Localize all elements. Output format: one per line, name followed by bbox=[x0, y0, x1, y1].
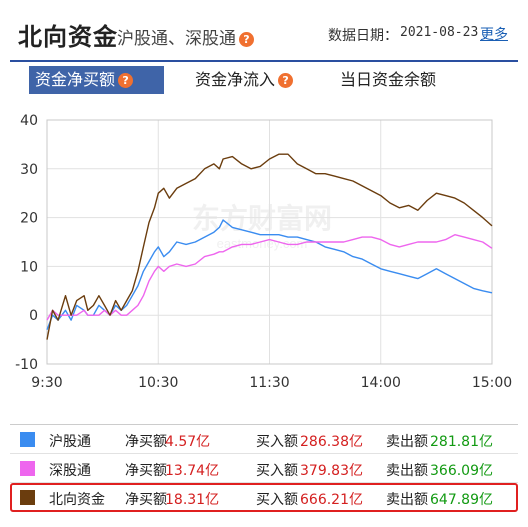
legend-name: 北向资金 bbox=[49, 492, 105, 508]
watermark: 东方财富网 eastmoney.com bbox=[192, 202, 332, 251]
x-tick-label: 9:30 bbox=[31, 375, 62, 391]
sell-label: 卖出额 bbox=[386, 463, 428, 479]
x-tick-label: 14:00 bbox=[361, 375, 401, 391]
x-tick-label: 11:30 bbox=[249, 375, 289, 391]
legend-row-sz: 深股通 净买额 13.74亿 买入额 379.83亿 卖出额 366.09亿 bbox=[10, 454, 518, 483]
x-tick-label: 15:00 bbox=[472, 375, 512, 391]
series-line-1 bbox=[46, 219, 493, 331]
net-label: 净买额 bbox=[125, 492, 167, 508]
tab-net-inflow-label: 资金净流入 bbox=[195, 70, 276, 89]
tab-daily-balance[interactable]: 当日资金余额 bbox=[334, 66, 442, 94]
legend-swatch-sh bbox=[20, 432, 35, 447]
watermark-cn: 东方财富网 bbox=[192, 202, 332, 234]
header-subtitle-text: 沪股通、深股通 bbox=[117, 29, 236, 49]
sell-value: 281.81亿 bbox=[430, 434, 493, 450]
help-icon[interactable]: ? bbox=[118, 73, 134, 88]
net-value: 13.74亿 bbox=[165, 463, 220, 479]
y-tick-label: 20 bbox=[20, 211, 38, 227]
series-line-3 bbox=[46, 153, 493, 340]
tab-bar: 资金净买额? 资金净流入? 当日资金余额 bbox=[0, 66, 528, 100]
help-icon[interactable]: ? bbox=[239, 31, 254, 47]
sell-value: 647.89亿 bbox=[430, 492, 493, 508]
legend-table: 沪股通 净买额 4.57亿 买入额 286.38亿 卖出额 281.81亿 深股… bbox=[10, 424, 518, 512]
buy-label: 买入额 bbox=[256, 492, 298, 508]
net-value: 4.57亿 bbox=[165, 434, 211, 450]
y-tick-label: 10 bbox=[20, 259, 38, 275]
legend-swatch-north bbox=[20, 490, 35, 505]
line-chart: 东方财富网 eastmoney.com 40 30 20 10 0 -10 9:30 10:3… bbox=[15, 113, 512, 391]
legend-row-sh: 沪股通 净买额 4.57亿 买入额 286.38亿 卖出额 281.81亿 bbox=[10, 425, 518, 454]
sell-value: 366.09亿 bbox=[430, 463, 493, 479]
header: 北向资金 沪股通、深股通? 数据日期： 2021-08-23 更多 bbox=[0, 0, 528, 62]
date-value: 2021-08-23 bbox=[400, 25, 479, 40]
tab-daily-balance-label: 当日资金余额 bbox=[340, 70, 437, 89]
chart-series bbox=[46, 153, 493, 340]
more-link[interactable]: 更多 bbox=[480, 27, 508, 43]
sell-label: 卖出额 bbox=[386, 492, 428, 508]
plot-border bbox=[46, 119, 493, 365]
tab-net-buy-label: 资金净买额 bbox=[35, 70, 116, 89]
chart-grid bbox=[46, 119, 493, 365]
watermark-en: eastmoney.com bbox=[217, 236, 308, 251]
buy-value: 666.21亿 bbox=[300, 492, 363, 508]
legend-row-north: 北向资金 净买额 18.31亿 买入额 666.21亿 卖出额 647.89亿 bbox=[10, 483, 518, 512]
chart-axes: 40 30 20 10 0 -10 9:30 10:30 11:30 14:00 15:00 bbox=[15, 113, 512, 391]
buy-value: 286.38亿 bbox=[300, 434, 363, 450]
buy-value: 379.83亿 bbox=[300, 463, 363, 479]
net-label: 净买额 bbox=[125, 434, 167, 450]
buy-label: 买入额 bbox=[256, 463, 298, 479]
legend-name: 沪股通 bbox=[49, 434, 91, 450]
header-subtitle: 沪股通、深股通? bbox=[117, 24, 254, 49]
page-title: 北向资金 bbox=[18, 23, 118, 51]
tab-net-inflow[interactable]: 资金净流入? bbox=[189, 66, 299, 94]
tab-net-buy[interactable]: 资金净买额? bbox=[29, 66, 164, 94]
y-tick-label: 30 bbox=[20, 162, 38, 178]
legend-name: 深股通 bbox=[49, 463, 91, 479]
series-line-2 bbox=[46, 233, 493, 321]
date-label: 数据日期： bbox=[328, 28, 398, 44]
legend-swatch-sz bbox=[20, 461, 35, 476]
y-tick-label: 40 bbox=[20, 113, 38, 129]
header-divider bbox=[10, 60, 518, 62]
y-tick-label: 0 bbox=[29, 308, 38, 324]
x-tick-label: 10:30 bbox=[138, 375, 178, 391]
y-tick-label: -10 bbox=[15, 357, 38, 373]
net-value: 18.31亿 bbox=[165, 492, 220, 508]
help-icon[interactable]: ? bbox=[278, 73, 294, 88]
sell-label: 卖出额 bbox=[386, 434, 428, 450]
net-label: 净买额 bbox=[125, 463, 167, 479]
buy-label: 买入额 bbox=[256, 434, 298, 450]
